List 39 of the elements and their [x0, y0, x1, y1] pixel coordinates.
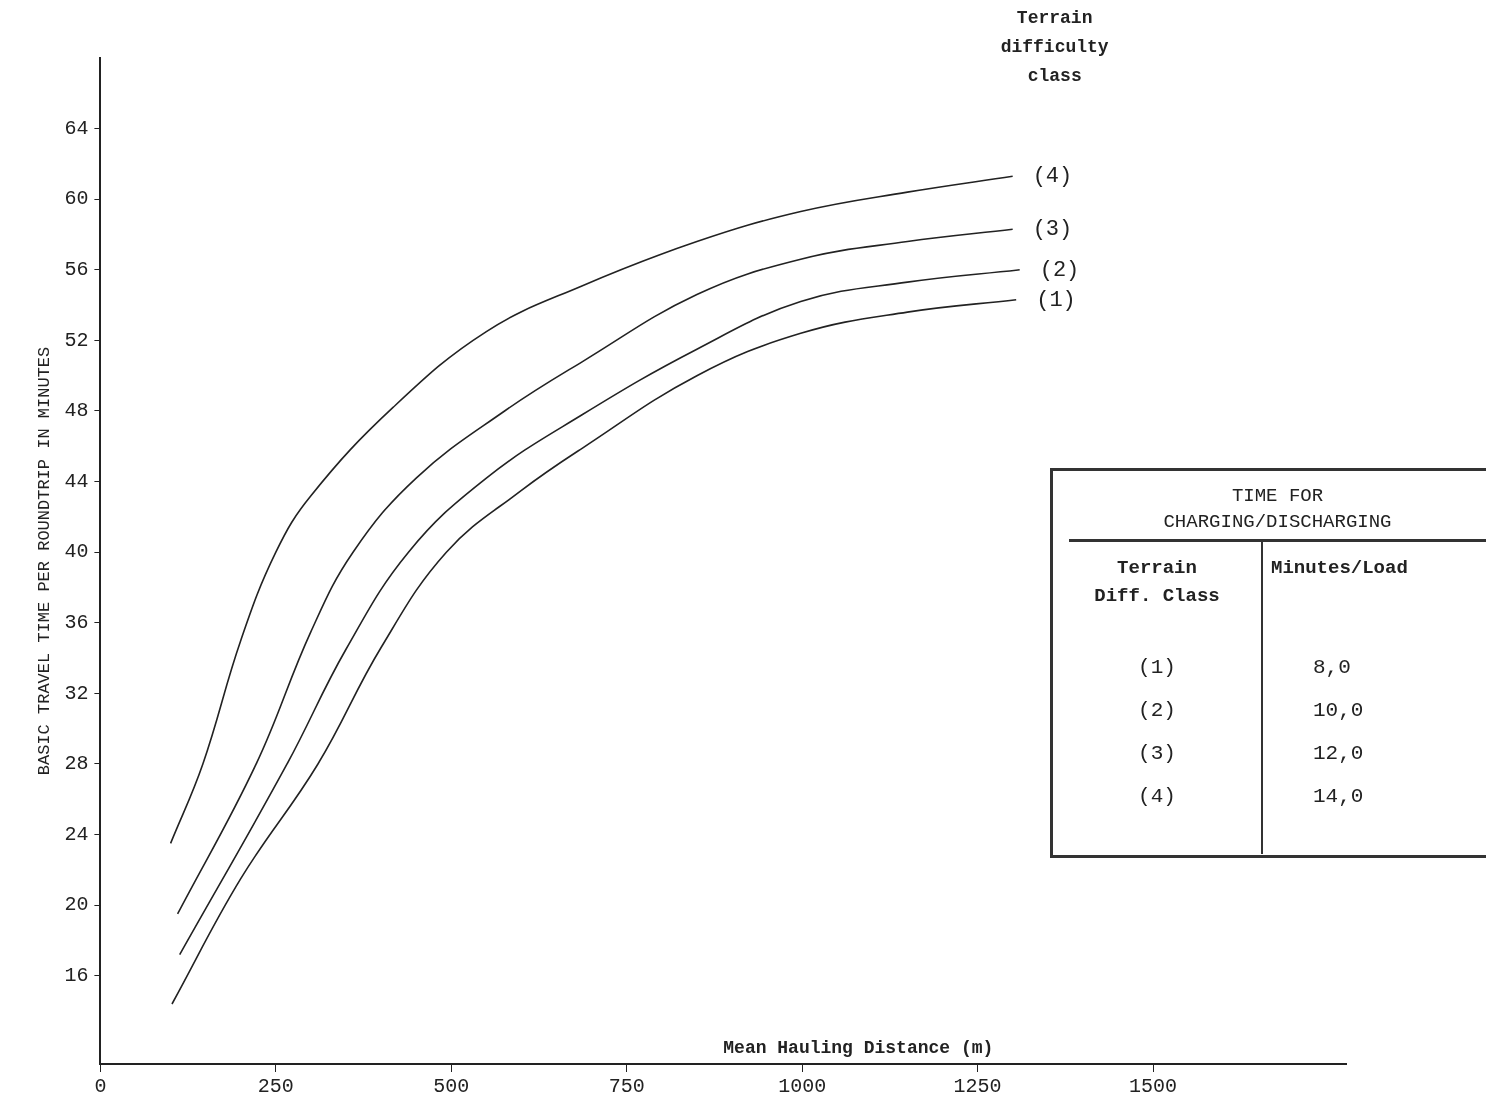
- x-axis-title: Mean Hauling Distance (m): [723, 1037, 994, 1058]
- annotation: Minutes/Load: [1270, 556, 1409, 581]
- x-tick-label: 0: [94, 1075, 107, 1099]
- y-tick-label: 36: [64, 611, 89, 635]
- y-tick-label: 56: [64, 258, 89, 282]
- y-tick-label: 44: [64, 469, 89, 493]
- y-tick-label: 24: [64, 822, 89, 846]
- x-tick-label: 250: [257, 1075, 294, 1099]
- annotation: 14,0: [1312, 784, 1365, 810]
- x-tick-label: 1250: [953, 1075, 1002, 1099]
- line-series: [169, 175, 1014, 845]
- y-tick-label: 48: [64, 399, 89, 423]
- x-tick-label: 500: [433, 1075, 470, 1099]
- annotation: Terrain Diff. Class: [1093, 556, 1221, 609]
- y-axis-title: BASIC TRAVEL TIME PER ROUNDTRIP IN MINUTES: [34, 346, 54, 776]
- series-label: (4): [1032, 164, 1073, 190]
- y-tick-label: 64: [64, 116, 89, 140]
- series-label: (1): [1036, 287, 1076, 313]
- legend-title: Terrain difficulty class: [1000, 7, 1109, 86]
- y-tick-label: 20: [64, 893, 89, 917]
- y-tick-label: 28: [64, 752, 89, 776]
- x-tick-label: 1000: [778, 1075, 827, 1099]
- x-tick-label: 1500: [1129, 1075, 1178, 1099]
- annotation: (1): [1137, 655, 1177, 681]
- series-label: (2): [1039, 257, 1080, 283]
- annotation: 10,0: [1312, 698, 1365, 724]
- annotation: TIME FOR CHARGING/DISCHARGING: [1069, 471, 1486, 542]
- annotation: 8,0: [1312, 655, 1352, 681]
- y-tick-label: 32: [64, 681, 89, 705]
- annotation: 12,0: [1312, 741, 1365, 767]
- x-tick-label: 750: [608, 1075, 645, 1099]
- y-tick-label: 52: [64, 328, 89, 352]
- y-tick-label: 40: [64, 540, 89, 564]
- series-label: (3): [1032, 217, 1073, 243]
- y-tick-label: 16: [64, 964, 89, 988]
- annotation: (3): [1137, 741, 1177, 767]
- annotation: (4): [1137, 784, 1177, 810]
- annotation: (2): [1137, 698, 1177, 724]
- y-tick-label: 60: [64, 187, 89, 211]
